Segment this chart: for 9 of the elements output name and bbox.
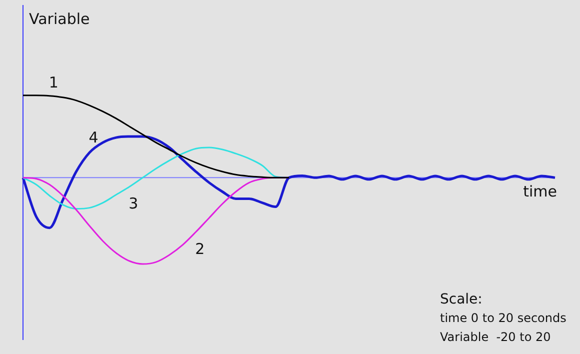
text: Variable -20 to 20 <box>440 330 551 344</box>
text: Scale: <box>440 292 482 308</box>
text: time 0 to 20 seconds <box>440 311 566 326</box>
series-label: 3 <box>128 194 138 213</box>
series-label: 1 <box>48 74 58 92</box>
y-axis-title: Variable <box>29 10 90 28</box>
series-label: 2 <box>195 240 205 258</box>
x-axis-title: time <box>523 182 557 201</box>
series-label: 4 <box>88 128 98 146</box>
